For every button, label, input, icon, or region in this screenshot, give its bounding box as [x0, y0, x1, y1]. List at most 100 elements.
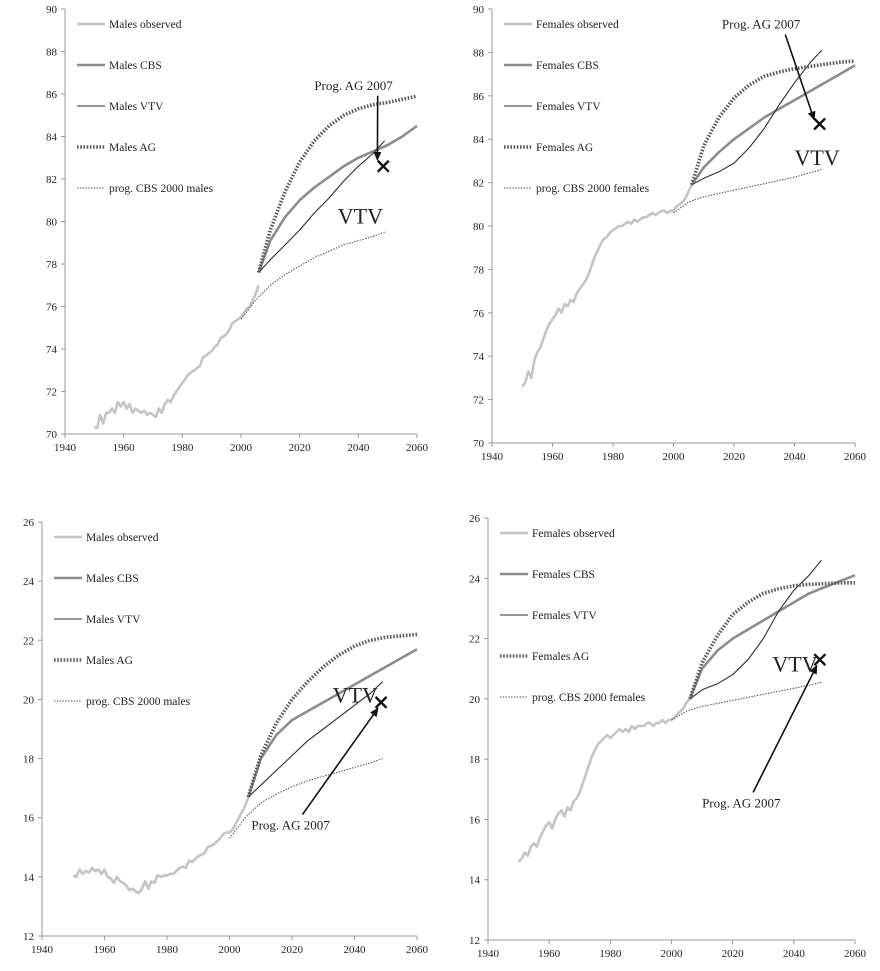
x-tick-label: 1940 — [481, 451, 504, 463]
legend-label: Males AG — [86, 655, 133, 667]
y-tick-label: 72 — [473, 395, 484, 407]
y-tick-label: 84 — [46, 132, 58, 144]
y-tick-label: 14 — [23, 872, 35, 884]
x-tick-label: 2020 — [289, 442, 312, 454]
vtv-label: VTV — [795, 145, 840, 170]
y-tick-label: 72 — [46, 387, 57, 399]
series-line-ag — [690, 583, 855, 699]
series-line-observed — [94, 285, 258, 427]
legend-label: Females observed — [532, 528, 615, 540]
series-line-prog — [241, 232, 385, 319]
annotation-arrow — [302, 708, 378, 814]
legend-label: Males CBS — [109, 60, 162, 72]
y-tick-label: 80 — [473, 221, 485, 233]
x-tick-label: 2020 — [722, 948, 745, 960]
series-line-cbs — [248, 649, 417, 797]
x-tick-label: 1960 — [538, 948, 561, 960]
legend-label: Males CBS — [86, 573, 139, 585]
y-tick-label: 82 — [46, 174, 57, 186]
y-tick-label: 70 — [46, 429, 58, 441]
legend-label: Females observed — [536, 19, 619, 31]
x-tick-label: 2020 — [281, 944, 304, 956]
legend-label: Females AG — [536, 142, 593, 154]
legend-label: Males observed — [109, 19, 182, 31]
y-tick-label: 76 — [473, 308, 485, 320]
y-tick-label: 20 — [469, 694, 481, 706]
y-tick-label: 84 — [473, 134, 485, 146]
x-tick-label: 2040 — [784, 451, 807, 463]
y-tick-label: 86 — [46, 89, 58, 101]
x-tick-label: 2040 — [783, 948, 806, 960]
annotation-arrow — [785, 35, 814, 120]
legend-label: Males AG — [109, 142, 156, 154]
legend-label: prog. CBS 2000 males — [86, 696, 191, 708]
y-tick-label: 12 — [23, 931, 34, 943]
x-tick-label: 1980 — [171, 442, 194, 454]
y-tick-label: 88 — [46, 47, 58, 59]
x-tick-label: 1960 — [94, 944, 117, 956]
y-tick-label: 24 — [23, 576, 35, 588]
series-line-vtv — [690, 560, 822, 699]
legend-label: Males observed — [86, 532, 159, 544]
x-tick-label: 2060 — [844, 948, 867, 960]
y-tick-label: 76 — [46, 302, 58, 314]
x-tick-label: 2020 — [723, 451, 746, 463]
y-tick-label: 80 — [46, 217, 58, 229]
x-tick-label: 2040 — [347, 442, 370, 454]
legend-label: Females CBS — [536, 60, 599, 72]
x-tick-label: 1980 — [156, 944, 179, 956]
y-tick-label: 12 — [469, 935, 480, 947]
y-tick-label: 26 — [23, 517, 35, 529]
x-marker — [814, 119, 825, 130]
x-tick-label: 2060 — [844, 451, 867, 463]
y-tick-label: 78 — [46, 259, 58, 271]
y-tick-label: 74 — [473, 351, 485, 363]
y-tick-label: 88 — [473, 47, 485, 59]
x-tick-label: 1940 — [31, 944, 54, 956]
annotation-arrow — [753, 666, 817, 793]
legend-label: prog. CBS 2000 females — [532, 692, 646, 704]
x-tick-label: 2000 — [663, 451, 686, 463]
y-tick-label: 70 — [473, 438, 485, 450]
series-line-cbs — [690, 575, 855, 699]
x-tick-label: 1960 — [542, 451, 565, 463]
legend-label: Females CBS — [532, 569, 595, 581]
prog-ag-label: Prog. AG 2007 — [251, 818, 330, 833]
x-tick-label: 2060 — [406, 944, 429, 956]
y-tick-label: 24 — [469, 573, 481, 585]
y-tick-label: 18 — [469, 754, 481, 766]
y-tick-label: 26 — [469, 513, 481, 525]
legend-label: Females VTV — [536, 101, 601, 113]
series-line-ag — [259, 96, 417, 272]
x-tick-label: 1960 — [113, 442, 136, 454]
legend-label: Males VTV — [109, 101, 164, 113]
x-marker — [378, 161, 389, 172]
legend-label: Females AG — [532, 651, 589, 663]
legend-label: Females VTV — [532, 610, 597, 622]
y-tick-label: 22 — [23, 635, 34, 647]
vtv-label: VTV — [338, 204, 383, 229]
legend-label: Males VTV — [86, 614, 141, 626]
x-tick-label: 1940 — [54, 442, 77, 454]
x-tick-label: 2060 — [406, 442, 429, 454]
y-tick-label: 22 — [469, 634, 480, 646]
prog-ag-label: Prog. AG 2007 — [702, 795, 781, 810]
x-tick-label: 1980 — [602, 451, 625, 463]
y-tick-label: 90 — [46, 4, 58, 16]
y-tick-label: 90 — [473, 4, 485, 16]
x-tick-label: 2000 — [230, 442, 253, 454]
prog-ag-label: Prog. AG 2007 — [722, 17, 801, 32]
x-tick-label: 2040 — [344, 944, 367, 956]
y-tick-label: 82 — [473, 178, 484, 190]
x-tick-label: 1940 — [477, 948, 500, 960]
y-tick-label: 16 — [23, 813, 35, 825]
x-tick-label: 2000 — [661, 948, 684, 960]
x-tick-label: 2000 — [219, 944, 242, 956]
